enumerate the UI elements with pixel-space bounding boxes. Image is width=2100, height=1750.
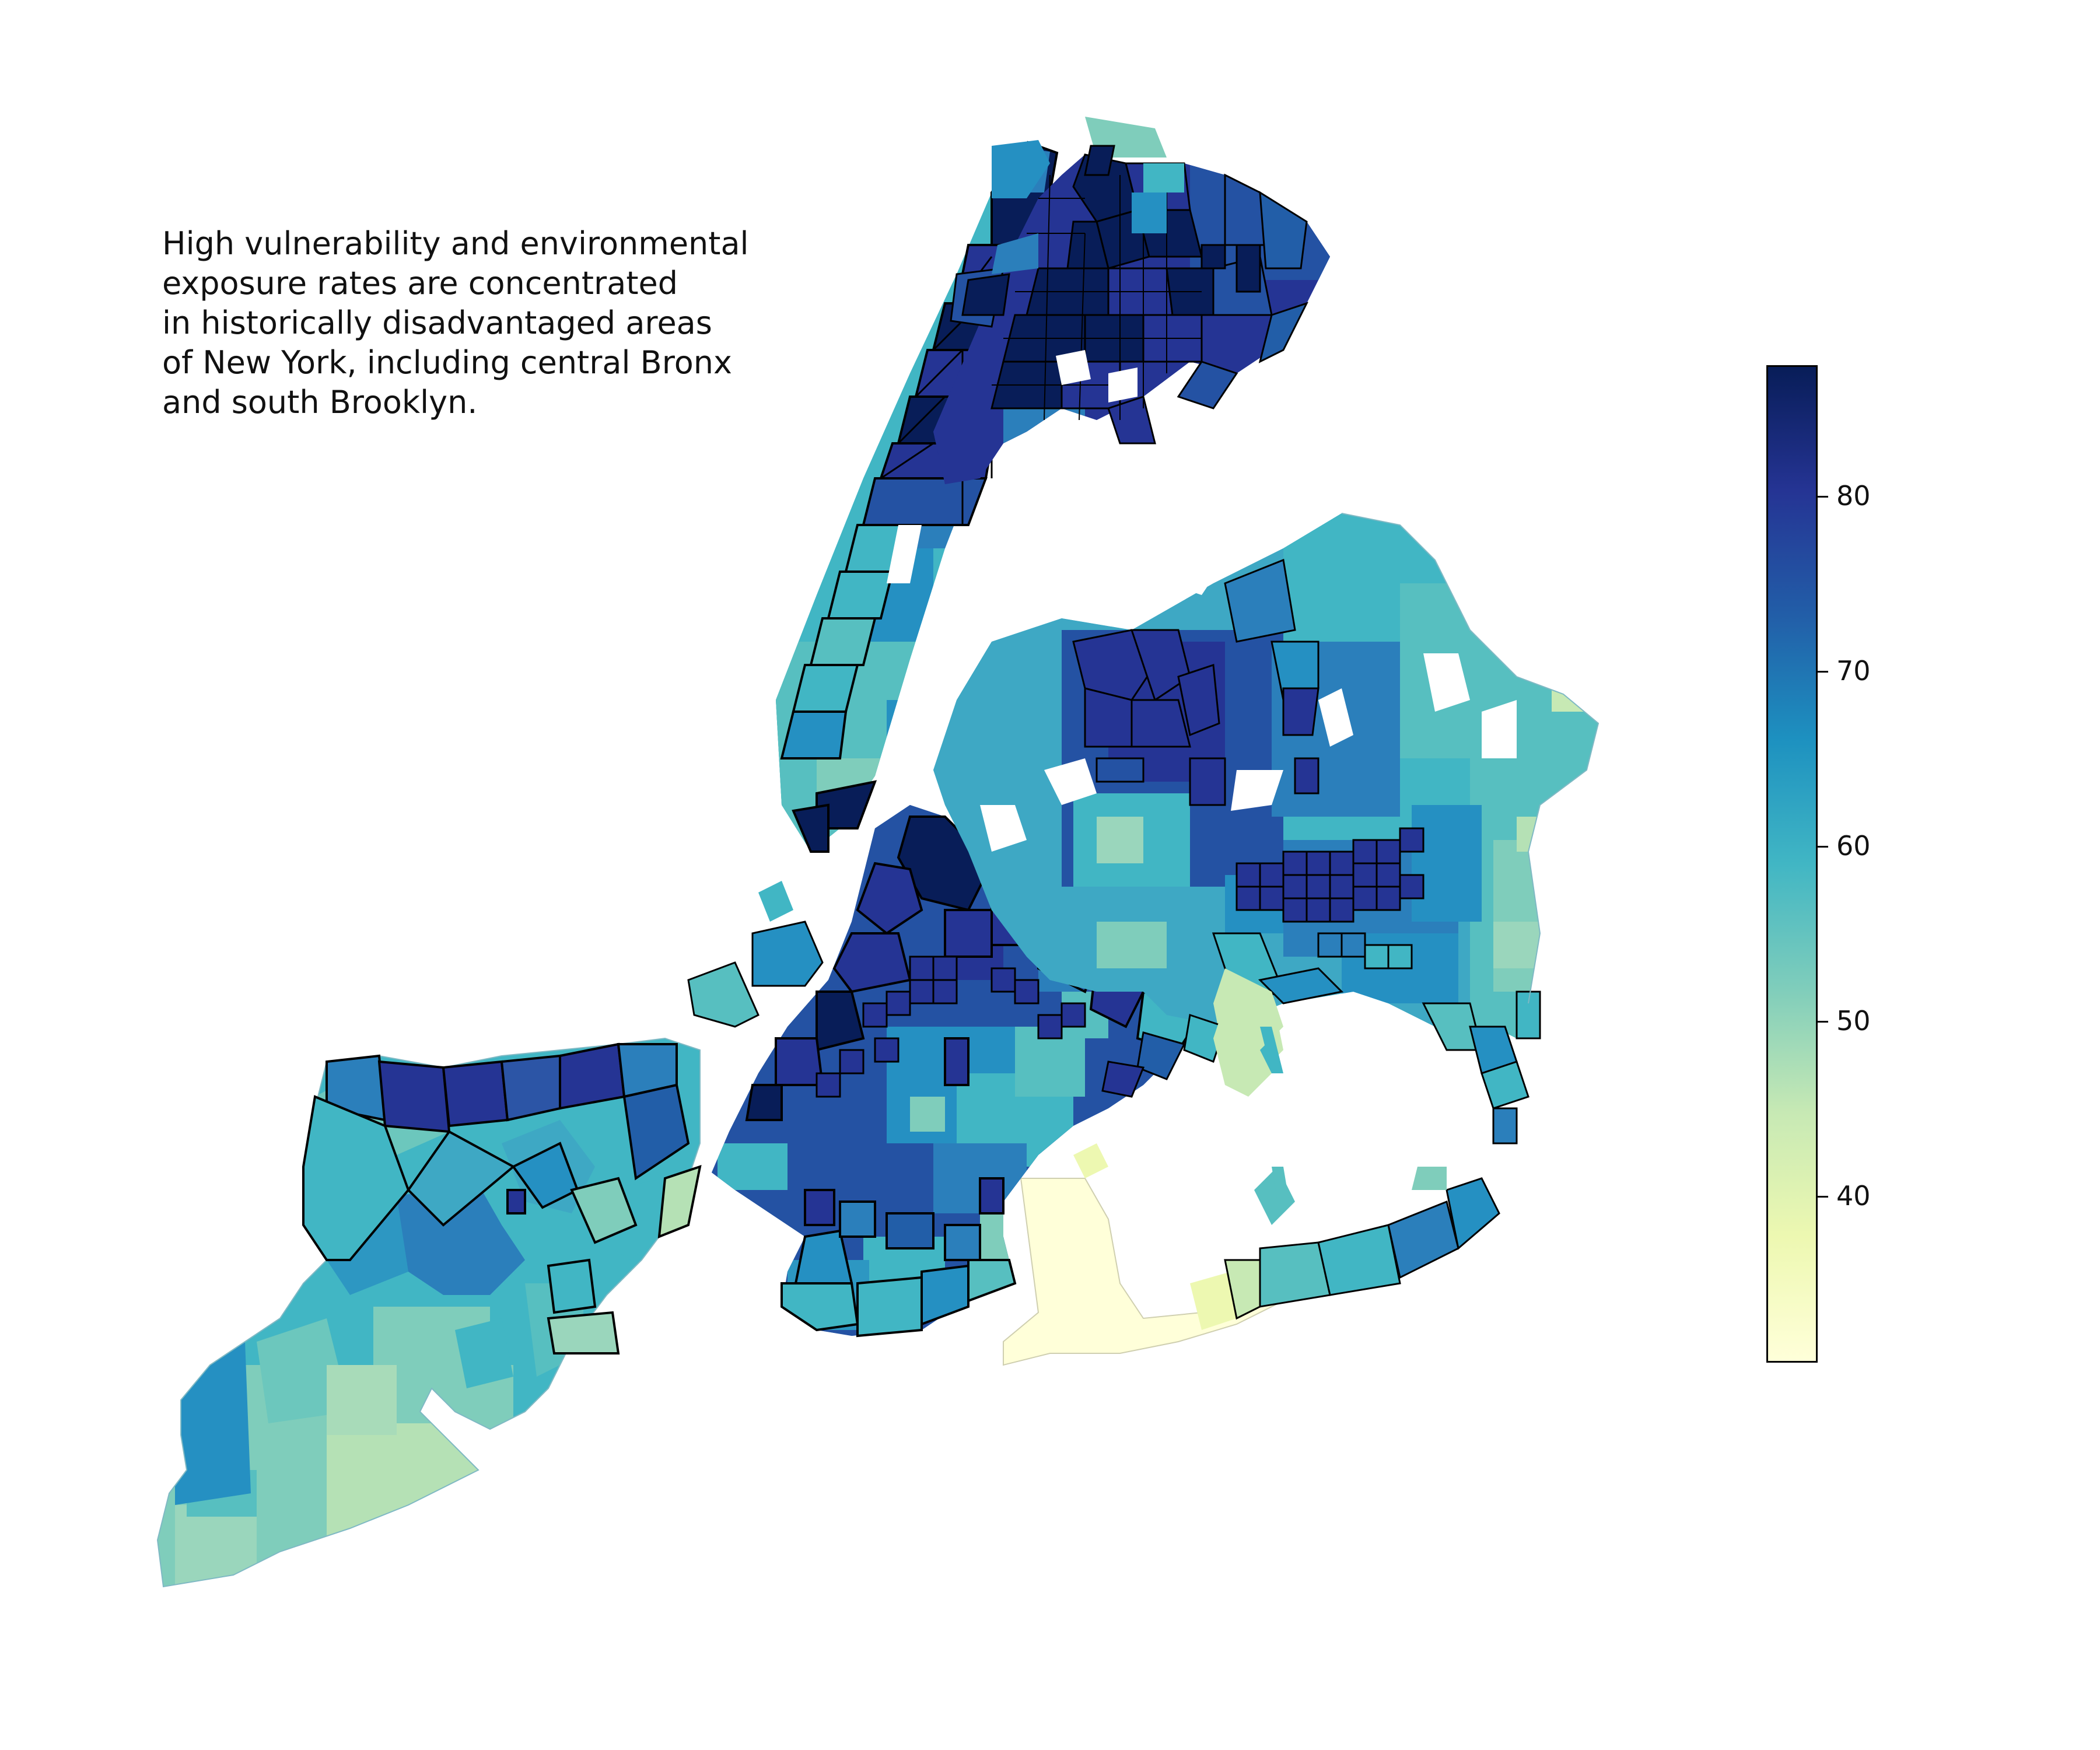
map-annotation: High vulnerability and environmental exp…: [162, 224, 921, 422]
colorbar-tick-label: 60: [1836, 830, 1871, 862]
colorbar-gradient: [1766, 365, 1818, 1363]
colorbar-tick-mark: [1818, 1196, 1828, 1198]
annotation-line: in historically disadvantaged areas: [162, 304, 712, 341]
annotation-line: and south Brooklyn.: [162, 384, 478, 421]
south-queens-tracts: [1073, 992, 1283, 1178]
annotation-line: of New York, including central Bronx: [162, 344, 732, 381]
colorbar-tick-label: 50: [1836, 1005, 1871, 1037]
queens-outline: [1341, 513, 1600, 1004]
colorbar-tick-mark: [1818, 671, 1828, 673]
annotation-line: exposure rates are concentrated: [162, 265, 678, 302]
colorbar-tick-mark: [1818, 1021, 1828, 1023]
colorbar-tick-label: 80: [1836, 480, 1871, 512]
borough-rockaway: [1003, 1167, 1500, 1366]
colorbar: 40 50 60 70 80: [1766, 365, 1941, 1363]
colorbar-tick-mark: [1818, 496, 1828, 498]
water-features: [764, 432, 1517, 863]
annotation-line: High vulnerability and environmental: [162, 225, 749, 262]
colorbar-tick-label: 40: [1836, 1180, 1871, 1212]
colorbar-tick-mark: [1818, 846, 1828, 848]
borough-staten-island: [156, 1037, 702, 1588]
north-edge-tracts: [961, 140, 1261, 402]
small-islands: [687, 881, 1289, 1202]
colorbar-tick-label: 70: [1836, 655, 1871, 687]
